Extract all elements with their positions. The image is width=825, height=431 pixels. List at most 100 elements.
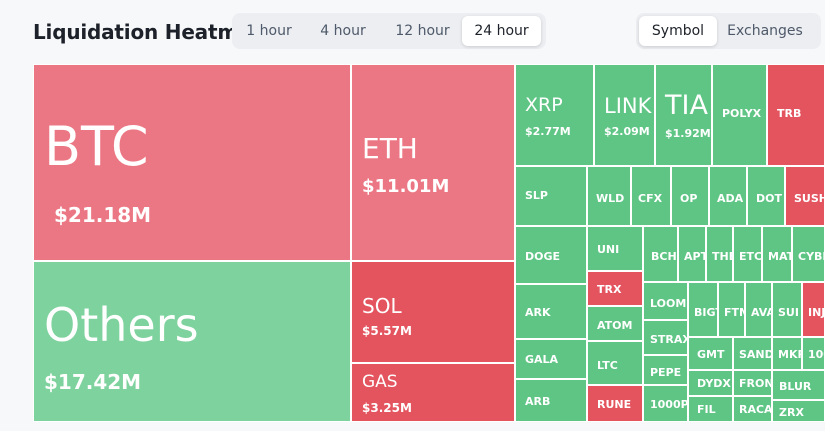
tile-symbol: ETC	[739, 250, 762, 263]
tile-uni[interactable]: UNI	[587, 226, 643, 271]
time-option-4h[interactable]: 4 hour	[320, 23, 366, 39]
tile-trx[interactable]: TRX	[587, 271, 643, 306]
tile-sushi[interactable]: SUSHI	[785, 166, 825, 226]
tile-symbol: INJ	[808, 306, 825, 319]
tile-pepe[interactable]: PEPE	[643, 355, 688, 385]
tile-wld[interactable]: WLD	[587, 166, 631, 226]
tile-sui[interactable]: SUI	[772, 282, 802, 337]
tile-theta[interactable]: THETA	[706, 226, 733, 282]
tile-xrp[interactable]: XRP $2.77M	[515, 64, 594, 166]
tile-symbol: WLD	[596, 192, 625, 205]
tile-inj[interactable]: INJ	[802, 282, 825, 337]
tile-matic[interactable]: MATIC	[762, 226, 792, 282]
tile-value: $5.57M	[362, 324, 412, 338]
tile-symbol: RACA	[739, 403, 772, 416]
tile-symbol: AVAX	[751, 306, 771, 319]
tile-eth[interactable]: ETH $11.01M	[351, 64, 515, 261]
liquidation-treemap: BTC $21.18M Others $17.42M ETH $11.01M SOL $5.5…	[33, 64, 825, 422]
tile-bch[interactable]: BCH	[643, 226, 678, 282]
tile-symbol: GMT	[697, 348, 725, 361]
tile-doge[interactable]: DOGE	[515, 226, 587, 284]
tile-symbol: APT	[684, 250, 706, 263]
tile-rune[interactable]: RUNE	[587, 385, 643, 422]
tile-symbol: ATOM	[597, 319, 633, 332]
tile-ada[interactable]: ADA	[709, 166, 747, 226]
tile-symbol: DOT	[756, 192, 782, 205]
tile-symbol: DYDX	[697, 377, 731, 390]
tile-atom[interactable]: ATOM	[587, 306, 643, 341]
tile-value: $21.18M	[54, 203, 152, 227]
tile-op[interactable]: OP	[671, 166, 709, 226]
view-option-exchanges[interactable]: Exchanges	[727, 23, 803, 39]
tile-symbol: ETH	[362, 132, 418, 165]
tile-gmt[interactable]: GMT	[688, 337, 733, 370]
tile-apt[interactable]: APT	[678, 226, 706, 282]
tile-dydx[interactable]: DYDX	[688, 370, 733, 396]
tile-mkr[interactable]: MKR	[772, 337, 802, 370]
tile-symbol: PEPE	[650, 366, 682, 379]
tile-strax[interactable]: STRAX	[643, 320, 688, 355]
tile-symbol: FTM	[724, 306, 744, 319]
tile-symbol: MATIC	[768, 250, 791, 263]
tile-symbol: POLYX	[722, 107, 762, 120]
tile-symbol: SLP	[525, 189, 548, 202]
time-option-24h[interactable]: 24 hour	[462, 16, 541, 46]
time-range-selector: 1 hour 4 hour 12 hour 24 hour	[232, 13, 546, 49]
tile-bigtime[interactable]: BIGTIME	[688, 282, 718, 337]
tile-tia[interactable]: TIA $1.92M	[655, 64, 712, 166]
tile-dot[interactable]: DOT	[747, 166, 785, 226]
tile-symbol: SUI	[778, 306, 799, 319]
tile-symbol: CYBER	[798, 250, 824, 263]
tile-polyx[interactable]: POLYX	[712, 64, 767, 166]
tile-others[interactable]: Others $17.42M	[33, 261, 351, 422]
view-mode-selector: Symbol Exchanges	[636, 13, 821, 49]
tile-symbol: THETA	[712, 250, 732, 263]
tile-1000[interactable]: 1000	[802, 337, 825, 370]
tile-value: $3.25M	[362, 401, 412, 415]
tile-symbol: XRP	[525, 94, 563, 116]
time-option-12h[interactable]: 12 hour	[395, 23, 450, 39]
tile-ltc[interactable]: LTC	[587, 341, 643, 385]
tile-avax[interactable]: AVAX	[745, 282, 772, 337]
tile-symbol: CFX	[638, 192, 663, 205]
tile-btc[interactable]: BTC $21.18M	[33, 64, 351, 261]
tile-loom[interactable]: LOOM	[643, 282, 688, 320]
tile-sand[interactable]: SAND	[733, 337, 772, 370]
tile-symbol: TRX	[597, 283, 622, 296]
tile-fil[interactable]: FIL	[688, 396, 733, 422]
time-option-1h[interactable]: 1 hour	[246, 23, 292, 39]
tile-value: $1.92M	[665, 127, 711, 140]
tile-symbol: RUNE	[597, 398, 632, 411]
tile-symbol: LINK	[604, 94, 652, 118]
tile-arb[interactable]: ARB	[515, 379, 587, 422]
tile-value: $2.09M	[604, 125, 650, 138]
tile-gas[interactable]: GAS $3.25M	[351, 363, 515, 422]
tile-symbol: BIGTIME	[694, 306, 717, 319]
tile-zrx[interactable]: ZRX	[772, 400, 825, 422]
tile-raca[interactable]: RACA	[733, 396, 772, 422]
tile-symbol: TIA	[665, 90, 708, 121]
view-option-symbol[interactable]: Symbol	[639, 16, 717, 46]
tile-cyber[interactable]: CYBER	[792, 226, 825, 282]
tile-1000p[interactable]: 1000P	[643, 385, 688, 422]
tile-cfx[interactable]: CFX	[631, 166, 671, 226]
tile-slp[interactable]: SLP	[515, 166, 587, 226]
tile-trb[interactable]: TRB	[767, 64, 825, 166]
tile-symbol: Others	[44, 298, 199, 352]
tile-symbol: ZRX	[779, 406, 804, 419]
tile-symbol: SUSHI	[794, 192, 824, 205]
tile-symbol: 1000P	[650, 398, 688, 411]
tile-symbol: ARB	[525, 395, 551, 408]
tile-front[interactable]: FRONT	[733, 370, 772, 396]
tile-symbol: 1000	[808, 348, 824, 361]
tile-link[interactable]: LINK $2.09M	[594, 64, 655, 166]
tile-etc[interactable]: ETC	[733, 226, 762, 282]
tile-symbol: ARK	[525, 306, 551, 319]
tile-gala[interactable]: GALA	[515, 339, 587, 379]
tile-value: $17.42M	[44, 370, 142, 394]
tile-ark[interactable]: ARK	[515, 284, 587, 339]
tile-symbol: STRAX	[650, 333, 688, 346]
tile-blur[interactable]: BLUR	[772, 370, 825, 400]
tile-sol[interactable]: SOL $5.57M	[351, 261, 515, 363]
tile-ftm[interactable]: FTM	[718, 282, 745, 337]
